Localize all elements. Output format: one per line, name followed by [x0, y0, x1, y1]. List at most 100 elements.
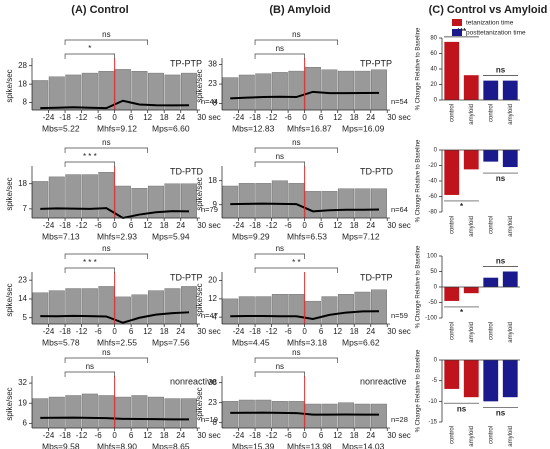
- significance-bracket: [254, 39, 339, 45]
- x-tick-label: 30 sec: [387, 221, 411, 230]
- histogram-bar: [164, 183, 181, 219]
- bar: [502, 271, 518, 287]
- y-tick-label: 32: [18, 378, 27, 387]
- y-tick-label: 14: [18, 294, 27, 303]
- x-tick-label: 30 sec: [197, 431, 221, 440]
- y-tick-label: 8: [23, 98, 28, 107]
- n-label: n=54: [391, 97, 408, 106]
- x-tick-label: 0: [112, 221, 117, 230]
- stat-label: Mps=5.94: [152, 231, 190, 241]
- panel-label: TP-PTP: [360, 58, 392, 68]
- y-tick-label: -40: [428, 179, 437, 185]
- histogram-bar: [321, 69, 338, 111]
- histogram-bar: [48, 76, 65, 111]
- significance-label: ns: [86, 362, 94, 371]
- x-tick-label: 18: [160, 113, 169, 122]
- stat-label: Mhfs=13.98: [287, 441, 332, 449]
- y-tick-label: 23: [208, 398, 217, 407]
- significance-bracket: [254, 253, 305, 259]
- n-label: n=19: [201, 415, 218, 424]
- stat-label: Mps=16.09: [342, 123, 385, 133]
- x-tick-label: 6: [319, 327, 324, 336]
- y-tick-label: 40: [430, 67, 437, 73]
- x-tick-label: -24: [233, 221, 245, 230]
- histogram-bar: [48, 290, 65, 325]
- histogram-bar: [222, 185, 239, 219]
- x-tick-label: 6: [129, 431, 134, 440]
- histogram-bar: [288, 294, 305, 325]
- y-tick-label: 0: [434, 98, 438, 104]
- histogram-bar: [131, 395, 148, 429]
- y-tick-label: 20: [430, 82, 437, 88]
- legend-label: tetanization time: [466, 20, 514, 27]
- x-tick-label: 30 sec: [387, 327, 411, 336]
- bar: [502, 360, 518, 398]
- bar: [483, 80, 499, 100]
- y-tick-label: 38: [208, 60, 217, 69]
- column-header: (B) Amyloid: [269, 4, 330, 16]
- y-tick-label: -20: [428, 163, 437, 169]
- x-tick-label: 30 sec: [197, 221, 221, 230]
- histogram-bar: [321, 403, 338, 429]
- x-tick-label: -12: [266, 221, 278, 230]
- stat-label: Mbs=5.22: [42, 123, 80, 133]
- histogram-bar: [81, 174, 98, 219]
- y-tick-label: 0: [434, 285, 438, 291]
- column-header: (C) Control vs Amyloid: [429, 4, 548, 16]
- bar: [463, 287, 479, 294]
- histogram-bar: [32, 80, 49, 111]
- x-tick-label: 18: [160, 327, 169, 336]
- histogram-bar: [371, 403, 387, 429]
- stat-label: Mps=8.65: [152, 441, 190, 449]
- x-tick-label: 24: [366, 221, 375, 230]
- x-tick-label: control: [488, 426, 494, 444]
- bar: [444, 150, 460, 195]
- significance-bracket: [254, 371, 305, 377]
- histogram-bar: [354, 188, 371, 219]
- x-tick-label: -6: [285, 431, 293, 440]
- bar: [502, 150, 518, 168]
- significance-label: ns: [276, 152, 284, 161]
- x-tick-label: 30 sec: [197, 113, 221, 122]
- y-tick-label: 6: [23, 418, 28, 427]
- y-tick-label: 7: [23, 204, 28, 213]
- x-tick-label: -12: [266, 431, 278, 440]
- legend-swatch: [452, 19, 462, 26]
- x-tick-label: -18: [249, 221, 261, 230]
- panel-label: nonreactive: [360, 376, 407, 386]
- significance-label: ns: [276, 44, 284, 53]
- stat-label: Mhfs=8.90: [97, 441, 137, 449]
- significance-bracket: [254, 53, 305, 59]
- significance-bracket: [254, 357, 339, 363]
- significance-bracket: [64, 371, 115, 377]
- x-tick-label: -12: [76, 327, 88, 336]
- x-tick-label: 24: [176, 221, 185, 230]
- significance-label: * *: [292, 258, 300, 267]
- histogram-bar: [255, 183, 272, 219]
- x-tick-label: 12: [143, 431, 152, 440]
- x-tick-label: -6: [95, 431, 103, 440]
- panel-label: TP-PTP: [170, 58, 202, 68]
- x-tick-label: 18: [350, 431, 359, 440]
- x-tick-label: -12: [266, 113, 278, 122]
- x-tick-label: 30 sec: [387, 113, 411, 122]
- stat-label: Mbs=9.29: [232, 231, 270, 241]
- x-tick-label: 18: [350, 113, 359, 122]
- x-tick-label: 12: [333, 113, 342, 122]
- stat-label: Mhfs=2.55: [97, 337, 137, 347]
- x-tick-label: -6: [285, 327, 293, 336]
- bar: [483, 150, 499, 162]
- x-tick-label: -12: [76, 431, 88, 440]
- histogram-bar: [164, 398, 181, 429]
- histogram-bar: [48, 396, 65, 429]
- y-tick-label: 0: [434, 358, 438, 364]
- stat-label: Mbs=4.45: [232, 337, 270, 347]
- x-tick-label: 0: [302, 113, 307, 122]
- panel-label: TD-PTP: [170, 272, 203, 282]
- significance-label: ns: [102, 348, 110, 357]
- bar: [483, 277, 499, 287]
- y-tick-label: 9: [213, 200, 218, 209]
- stat-label: Mhfs=3.18: [287, 337, 327, 347]
- x-tick-label: 6: [129, 221, 134, 230]
- histogram-bar: [288, 183, 305, 219]
